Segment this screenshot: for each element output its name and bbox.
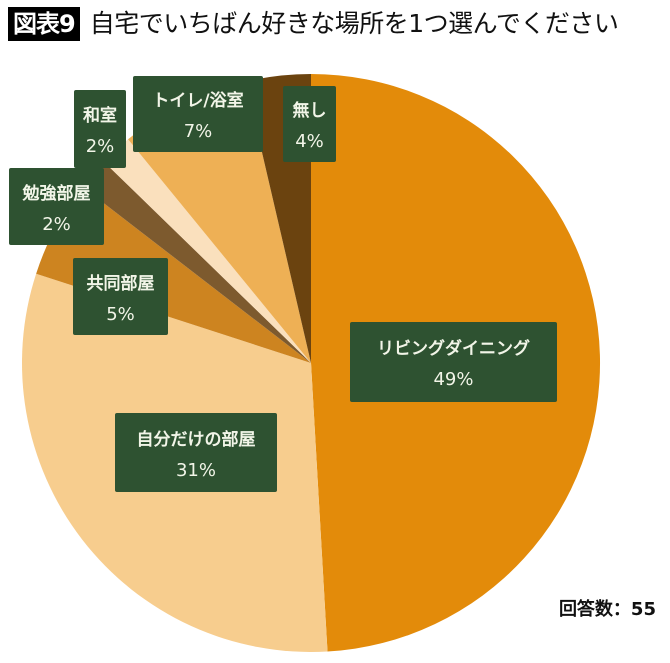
label-percent: 2% <box>42 213 71 235</box>
label-percent: 5% <box>106 303 135 325</box>
label-name: トイレ/浴室 <box>152 91 244 111</box>
label-toilet-bath: トイレ/浴室 7% <box>133 76 263 152</box>
label-name: 無し <box>292 101 327 121</box>
label-percent: 4% <box>295 131 324 152</box>
label-percent: 7% <box>183 121 213 142</box>
label-name: 共同部屋 <box>86 273 155 294</box>
label-name: リビングダイニング <box>377 339 530 359</box>
label-own-room: 自分だけの部屋 31% <box>115 413 277 492</box>
label-name: 勉強部屋 <box>22 183 91 204</box>
pie-slice <box>103 139 311 363</box>
label-shared-room: 共同部屋 5% <box>73 258 168 335</box>
label-living-dining: リビングダイニング 49% <box>350 322 557 402</box>
pie-slice <box>36 186 311 363</box>
figure-tag: 図表9 <box>8 7 80 41</box>
pie-slice <box>82 161 311 363</box>
label-none: 無し 4% <box>283 86 336 162</box>
label-percent: 2% <box>85 136 115 157</box>
chart-header: 図表9 自宅でいちばん好きな場所を1つ選んでください <box>8 6 619 42</box>
label-name: 自分だけの部屋 <box>136 429 256 450</box>
label-percent: 31% <box>175 459 216 481</box>
label-percent: 49% <box>433 369 474 390</box>
label-name: 和室 <box>83 106 117 126</box>
chart-title: 自宅でいちばん好きな場所を1つ選んでください <box>89 9 619 38</box>
label-study-room: 勉強部屋 2% <box>9 168 104 245</box>
label-japanese-room: 和室 2% <box>74 90 126 168</box>
respondent-count: 回答数：55 <box>558 599 656 620</box>
